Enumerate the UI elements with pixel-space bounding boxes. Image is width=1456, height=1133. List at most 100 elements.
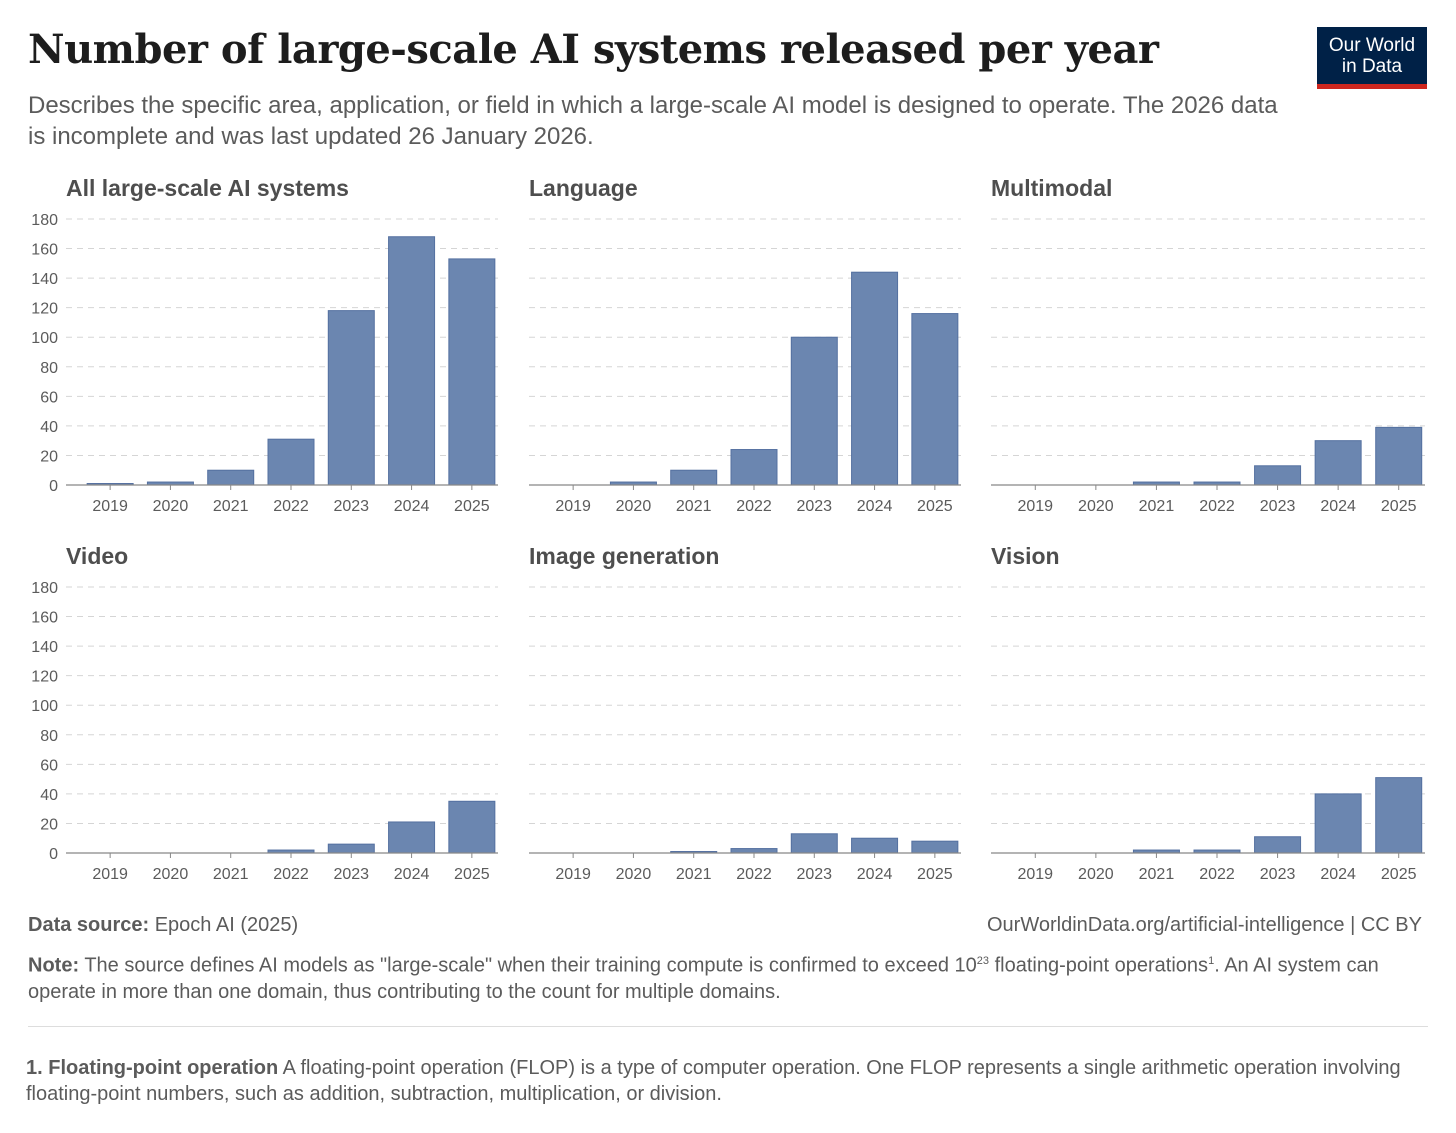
- panel-title-language: Language: [529, 175, 638, 201]
- bar-2024: [388, 236, 436, 486]
- chart-title: Number of large-scale AI systems release…: [28, 26, 1159, 73]
- chart-subtitle: Describes the specific area, application…: [28, 92, 1278, 150]
- bar-2023: [1254, 465, 1302, 486]
- bar-2023: [327, 843, 375, 854]
- x-tick-label: 2024: [394, 498, 430, 515]
- bar-2021: [207, 469, 255, 486]
- small-multiples-chart: 0 20 40 60 80 100 120 140 160 180 2019 2020 2021 2022…: [31, 212, 1425, 883]
- x-tick-label: 2025: [1381, 498, 1417, 515]
- x-tick-label: 2019: [92, 498, 128, 515]
- x-tick-label: 2021: [1139, 498, 1175, 515]
- x-tick-label: 2023: [796, 866, 832, 883]
- panel-title-all: All large-scale AI systems: [66, 175, 349, 201]
- bar-2025: [1375, 777, 1423, 854]
- y-tick-label: 160: [31, 242, 58, 259]
- y-tick-label: 20: [40, 816, 58, 833]
- bar-2022: [730, 848, 778, 854]
- source-text: Epoch AI (2025): [154, 914, 299, 936]
- footnote: 1. Floating-point operation A floating-p…: [26, 1055, 1426, 1107]
- y-tick-label: 0: [49, 478, 58, 495]
- bar-2023: [790, 336, 838, 486]
- x-tick-label: 2025: [917, 866, 953, 883]
- logo-line-2: in Data: [1341, 56, 1403, 77]
- x-tick-label: 2024: [857, 866, 893, 883]
- bar-2024: [388, 821, 436, 854]
- x-tick-label: 2025: [1381, 866, 1417, 883]
- x-tick-label: 2022: [1199, 498, 1235, 515]
- x-tick-label: 2019: [92, 866, 128, 883]
- x-tick-label: 2022: [273, 498, 309, 515]
- note-text: The source defines AI models as "large-s…: [84, 954, 977, 977]
- data-source: Data source: Epoch AI (2025): [28, 914, 298, 937]
- x-tick-label: 2023: [796, 498, 832, 515]
- bar-2022: [730, 449, 778, 486]
- bar-2024: [1314, 440, 1362, 486]
- bar-2021: [670, 469, 718, 486]
- x-tick-label: 2024: [857, 498, 893, 515]
- x-tick-label: 2022: [736, 866, 772, 883]
- y-tick-label: 20: [40, 448, 58, 465]
- bar-2022: [267, 438, 315, 486]
- x-tick-label: 2023: [1260, 498, 1296, 515]
- y-tick-label: 180: [31, 580, 58, 597]
- x-tick-label: 2025: [917, 498, 953, 515]
- note-exponent: 23: [976, 955, 990, 967]
- bar-2025: [911, 313, 959, 486]
- panel-title-image-generation: Image generation: [529, 543, 720, 569]
- y-tick-label: 60: [40, 389, 58, 406]
- x-tick-label: 2021: [1139, 866, 1175, 883]
- y-tick-label: 100: [31, 698, 58, 715]
- x-tick-label: 2019: [1017, 498, 1053, 515]
- source-label: Data source:: [28, 914, 150, 936]
- panel-title-multimodal: Multimodal: [991, 175, 1113, 201]
- x-tick-label: 2021: [676, 866, 712, 883]
- y-tick-label: 140: [31, 271, 58, 288]
- x-tick-label: 2020: [153, 866, 189, 883]
- bar-2025: [448, 258, 496, 486]
- x-tick-label: 2022: [273, 866, 309, 883]
- x-tick-label: 2020: [1078, 498, 1114, 515]
- x-tick-label: 2023: [333, 866, 369, 883]
- x-tick-label: 2023: [333, 498, 369, 515]
- bar-2025: [1375, 426, 1423, 486]
- panel-title-video: Video: [66, 543, 129, 569]
- note-text-3: . An AI system can operate in more than …: [28, 954, 1379, 1003]
- bar-2025: [911, 840, 959, 854]
- bar-2023: [1254, 836, 1302, 854]
- x-tick-label: 2022: [1199, 866, 1235, 883]
- x-tick-label: 2021: [213, 498, 249, 515]
- y-tick-label: 0: [49, 846, 58, 863]
- x-tick-label: 2023: [1260, 866, 1296, 883]
- y-tick-label: 60: [40, 757, 58, 774]
- y-tick-label: 160: [31, 610, 58, 627]
- y-tick-label: 140: [31, 639, 58, 656]
- y-tick-label: 180: [31, 212, 58, 229]
- divider: [28, 1026, 1428, 1027]
- note-label: Note:: [28, 954, 80, 977]
- x-tick-label: 2021: [213, 866, 249, 883]
- x-tick-label: 2022: [736, 498, 772, 515]
- bar-2024: [1314, 793, 1362, 854]
- footnote-label: 1. Floating-point operation: [26, 1057, 279, 1079]
- note: Note: The source defines AI models as "l…: [28, 948, 1418, 1005]
- bar-2023: [790, 833, 838, 854]
- x-tick-label: 2025: [454, 498, 490, 515]
- x-tick-label: 2020: [616, 866, 652, 883]
- bar-2024: [851, 271, 899, 486]
- note-text-2: floating-point operations: [989, 954, 1209, 977]
- y-tick-label: 40: [40, 787, 58, 804]
- source-url-link[interactable]: OurWorldinData.org/artificial-intelligen…: [987, 914, 1422, 936]
- y-tick-label: 80: [40, 360, 58, 377]
- owid-logo[interactable]: Our World in Data: [1317, 27, 1427, 89]
- bar-2024: [851, 837, 899, 854]
- x-tick-label: 2024: [1320, 498, 1356, 515]
- x-tick-label: 2025: [454, 866, 490, 883]
- x-tick-label: 2020: [153, 498, 189, 515]
- x-tick-label: 2019: [555, 866, 591, 883]
- x-tick-label: 2019: [555, 498, 591, 515]
- footnote-ref[interactable]: 1: [1208, 955, 1215, 967]
- x-tick-label: 2019: [1017, 866, 1053, 883]
- y-tick-label: 120: [31, 669, 58, 686]
- y-tick-label: 40: [40, 419, 58, 436]
- bar-2023: [327, 310, 375, 486]
